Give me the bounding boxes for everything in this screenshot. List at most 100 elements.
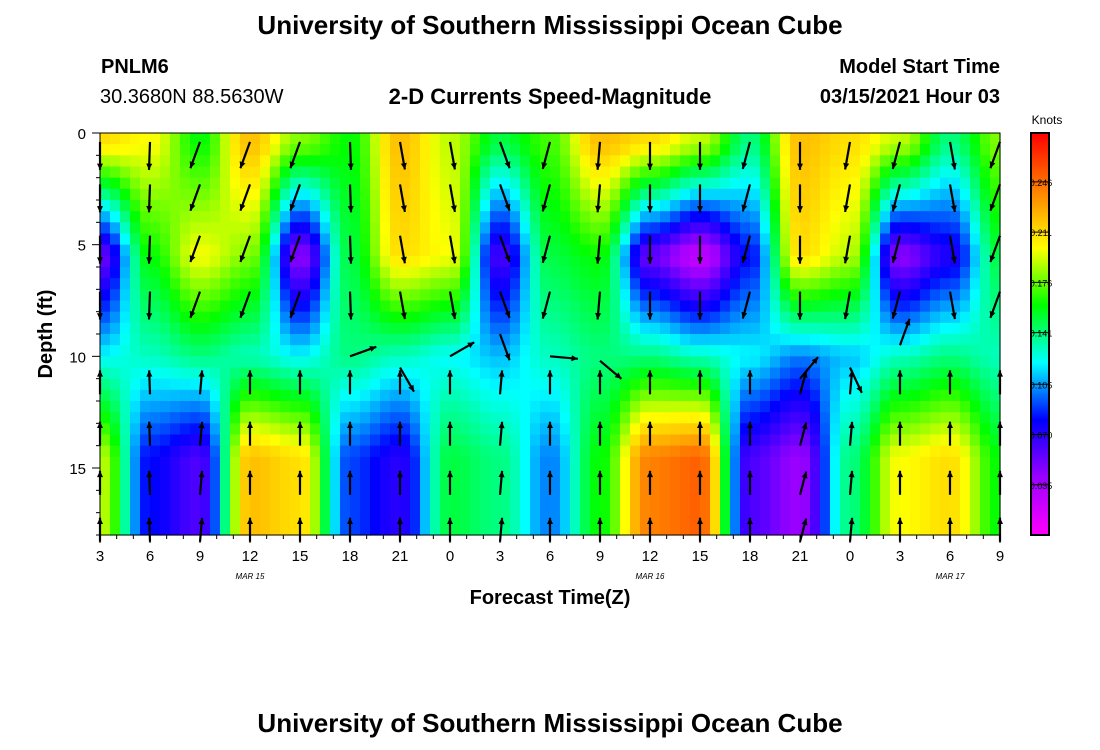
vector-head — [595, 257, 602, 264]
heatmap-cell — [210, 434, 221, 447]
heatmap-cell — [610, 211, 621, 223]
heatmap-cell — [890, 144, 901, 156]
heatmap-cell — [690, 501, 701, 514]
heatmap-cell — [590, 311, 601, 324]
heatmap-cell — [790, 434, 801, 447]
vector-head — [347, 257, 354, 264]
heatmap-cell — [800, 456, 811, 469]
heatmap-cell — [720, 378, 731, 391]
heatmap-cell — [980, 468, 991, 480]
heatmap-cell — [420, 367, 431, 380]
heatmap-cell — [500, 155, 511, 168]
x-tick-label: 9 — [596, 548, 604, 565]
vector-head — [950, 256, 957, 264]
vector-head — [747, 421, 753, 428]
heatmap-cell — [930, 166, 941, 179]
heatmap-cell — [980, 345, 991, 357]
heatmap-cell — [750, 468, 761, 480]
heatmap-cell — [460, 222, 471, 235]
heatmap-cell — [730, 367, 741, 380]
heatmap-cell — [370, 222, 381, 235]
heatmap-cell — [310, 501, 321, 514]
heatmap-cell — [680, 479, 691, 491]
heatmap-cell — [700, 468, 711, 480]
heatmap-cell — [630, 334, 641, 346]
heatmap-cell — [750, 456, 761, 469]
heatmap-cell — [290, 434, 301, 447]
heatmap-cell — [790, 222, 801, 235]
heatmap-cell — [290, 222, 301, 235]
heatmap-cell — [300, 144, 311, 156]
heatmap-cell — [910, 188, 921, 201]
heatmap-cell — [110, 445, 121, 458]
heatmap-cell — [710, 144, 721, 156]
heatmap-cell — [100, 300, 111, 313]
heatmap-cell — [470, 479, 481, 491]
heatmap-cell — [570, 445, 581, 458]
heatmap-cell — [830, 345, 841, 357]
heatmap-cell — [920, 244, 931, 257]
heatmap-cell — [690, 490, 701, 503]
heatmap-cell — [700, 334, 711, 346]
heatmap-cell — [930, 133, 941, 145]
heatmap-cell — [420, 244, 431, 257]
current-vector — [891, 291, 902, 319]
vector-head — [239, 310, 246, 318]
heatmap-cell — [390, 255, 401, 268]
y-tick-label: 10 — [69, 349, 86, 366]
heatmap-cell — [990, 456, 1001, 469]
heatmap-cell — [910, 233, 921, 246]
vector-head — [801, 471, 808, 479]
heatmap-cell — [720, 345, 731, 357]
heatmap-cell — [280, 133, 291, 145]
heatmap-cell — [940, 501, 951, 514]
heatmap-cell — [310, 289, 321, 302]
heatmap-cell — [930, 490, 941, 503]
heatmap-cell — [300, 311, 311, 324]
heatmap-cell — [790, 401, 801, 413]
heatmap-cell — [600, 456, 611, 469]
heatmap-cell — [740, 133, 751, 145]
heatmap-cell — [410, 133, 421, 145]
heatmap-cell — [250, 456, 261, 469]
heatmap-cell — [660, 278, 671, 290]
heatmap-cell — [850, 311, 861, 324]
heatmap-cell — [270, 523, 281, 536]
heatmap-cell — [780, 322, 791, 335]
heatmap-cell — [310, 389, 321, 402]
heatmap-cell — [320, 267, 331, 279]
heatmap-cell — [690, 423, 701, 436]
heatmap-cell — [100, 155, 111, 168]
heatmap-cell — [310, 188, 321, 201]
heatmap-cell — [500, 512, 511, 525]
heatmap-cell — [500, 233, 511, 246]
heatmap-cell — [570, 322, 581, 335]
heatmap-cell — [390, 222, 401, 235]
heatmap-cell — [670, 523, 681, 536]
heatmap-cell — [670, 367, 681, 380]
heatmap-cell — [310, 523, 321, 536]
heatmap-cell — [970, 356, 981, 369]
heatmap-cell — [710, 479, 721, 491]
heatmap-cell — [170, 211, 181, 223]
heatmap-cell — [920, 367, 931, 380]
current-vector — [498, 141, 511, 169]
heatmap-cell — [940, 423, 951, 436]
heatmap-cell — [200, 512, 211, 525]
heatmap-cell — [170, 501, 181, 514]
heatmap-cell — [250, 166, 261, 179]
heatmap-cell — [910, 166, 921, 179]
current-vector — [146, 421, 153, 446]
heatmap-cell — [630, 401, 641, 413]
heatmap-cell — [190, 278, 201, 290]
heatmap-cell — [700, 289, 711, 302]
heatmap-cell — [690, 244, 701, 257]
vector-head — [747, 470, 753, 478]
heatmap-cell — [680, 367, 691, 380]
heatmap-cell — [990, 512, 1001, 525]
heatmap-cell — [730, 311, 741, 324]
current-vector — [647, 470, 653, 495]
heatmap-cell — [520, 188, 531, 201]
heatmap-cell — [260, 412, 271, 424]
